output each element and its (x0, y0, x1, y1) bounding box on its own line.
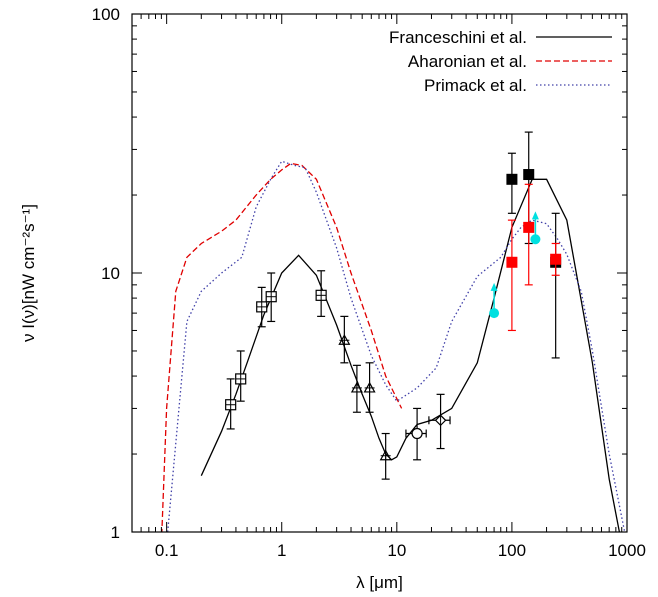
data-point (506, 152, 518, 214)
limit-arrow-head (531, 211, 539, 220)
data-point (379, 432, 392, 480)
y-tick-label: 1 (111, 523, 120, 542)
marker (411, 427, 423, 440)
marker (523, 221, 535, 233)
data-point (550, 242, 562, 276)
data-point (256, 286, 268, 328)
data-point (405, 407, 427, 461)
x-tick-label: 100 (498, 541, 526, 560)
x-tick-label: 0.1 (155, 541, 179, 560)
legend-label: Aharonian et al. (408, 52, 527, 71)
axes: 0.1 1 10 100 1000 1 10 100 (92, 5, 646, 560)
data-point (530, 211, 541, 245)
data-point (428, 393, 451, 450)
data-point (550, 212, 562, 359)
legend: Franceschini et al. Aharonian et al. Prima… (389, 28, 612, 95)
marker (506, 256, 518, 268)
data-point (338, 315, 351, 364)
y-tick-label: 10 (101, 264, 120, 283)
plot-frame (131, 13, 628, 533)
legend-label: Primack et al. (424, 76, 527, 95)
marker (506, 173, 518, 185)
data-point (265, 272, 277, 323)
y-axis-label: ν I(ν)[nW cm⁻²s⁻¹] (19, 204, 38, 342)
series-line-3 (167, 160, 626, 532)
marker (489, 308, 500, 319)
x-tick-label: 1 (277, 541, 286, 560)
plot-content (161, 131, 626, 532)
data-point (225, 378, 237, 430)
data-point (489, 282, 500, 319)
data-point (506, 219, 518, 332)
data-point (315, 270, 327, 317)
y-tick-label: 100 (92, 5, 120, 24)
x-axis-label: λ [μm] (356, 573, 403, 592)
x-tick-label: 1000 (608, 541, 646, 560)
limit-arrow-head (490, 282, 498, 291)
marker (550, 253, 562, 265)
marker (530, 234, 541, 245)
x-tick-label: 10 (387, 541, 406, 560)
data-point (235, 350, 247, 402)
marker (523, 169, 535, 181)
legend-label: Franceschini et al. (389, 28, 527, 47)
data-point (523, 183, 535, 286)
series-line-1 (200, 178, 621, 532)
data-point (363, 362, 376, 413)
series-line-2 (161, 162, 403, 532)
data-point (350, 364, 363, 413)
